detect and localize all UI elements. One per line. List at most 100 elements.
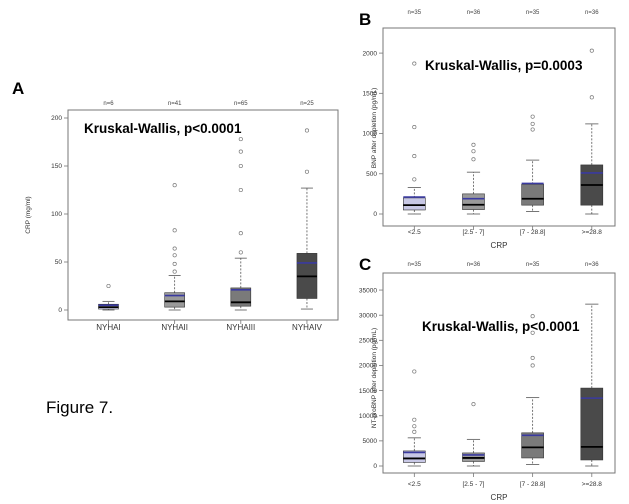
box: [403, 450, 426, 463]
n-label: n=25: [300, 101, 314, 107]
x-tick-label: [7 - 28.8]: [520, 229, 546, 236]
y-axis-label: BNP after depletion (pg/mL): [371, 88, 378, 168]
box: [462, 193, 485, 210]
outlier-point: [238, 163, 243, 169]
plot-frame: [382, 272, 616, 474]
y-tick-label: 20000: [359, 363, 377, 370]
outlier-point: [530, 355, 535, 360]
n-label: n=65: [234, 101, 248, 107]
outlier-point: [238, 137, 243, 142]
outlier-point: [172, 183, 177, 188]
outlier-point: [412, 61, 417, 66]
n-label: n=36: [585, 10, 599, 16]
test-annotation: Kruskal-Wallis, p<0.0001: [84, 121, 242, 136]
chart-panel-b: 0 500 1000 1500 2000 BNP after depletion (pg/…: [363, 10, 616, 250]
outlier-point: [589, 95, 594, 100]
n-label: n=35: [526, 10, 540, 16]
y-tick-label: 0: [373, 463, 377, 470]
x-tick-label: NYHAII: [161, 323, 188, 332]
outlier-point: [471, 149, 476, 154]
n-label: n=36: [467, 10, 481, 16]
chart-panel-a: 0 50 100 150 200 CRP (mg/ml) Kruskal-Wallis, p…: [25, 101, 339, 332]
outlier-point: [412, 177, 417, 182]
y-tick-label: 1000: [363, 131, 378, 138]
panel-letter-a: A: [12, 79, 24, 98]
chart-panel-c: 0 5000 10000 15000 20000 25000 30000 35000 NT-pr…: [359, 262, 616, 502]
y-tick-label: 50: [55, 259, 63, 266]
y-tick-label: 25000: [359, 338, 377, 345]
box: [521, 183, 544, 206]
box: [403, 197, 426, 211]
outlier-point: [304, 128, 310, 133]
x-tick-label: [2.5 - 7]: [462, 229, 484, 236]
box: [580, 387, 604, 461]
y-axis-label: NT-proBNP after depletion (pg/mL): [371, 328, 378, 428]
test-annotation: Kruskal-Wallis, p<0.0001: [422, 319, 580, 334]
outlier-point: [530, 114, 535, 119]
outlier-point: [589, 48, 594, 53]
x-tick-label: NYHAIV: [292, 323, 322, 332]
x-tick-label: <2.5: [408, 481, 421, 488]
x-tick-label: [2.5 - 7]: [462, 481, 484, 488]
plot-frame: [382, 27, 616, 227]
y-tick-label: 10000: [359, 413, 377, 420]
box: [521, 432, 544, 459]
y-tick-label: 5000: [363, 438, 378, 445]
y-tick-label: 100: [51, 211, 62, 218]
n-label: n=36: [467, 262, 481, 268]
panel-letter-b: B: [359, 10, 371, 29]
y-tick-label: 1500: [363, 91, 378, 98]
outlier-point: [238, 250, 243, 255]
n-label: n=35: [526, 262, 540, 268]
n-label: n=41: [168, 101, 182, 107]
outlier-point: [530, 121, 535, 126]
y-tick-label: 0: [58, 307, 62, 314]
outlier-point: [412, 369, 417, 374]
y-tick-label: 500: [366, 171, 377, 178]
outlier-point: [238, 149, 243, 154]
outlier-point: [172, 246, 177, 251]
n-label: n=36: [585, 262, 599, 268]
x-tick-label: >=28.8: [582, 229, 603, 236]
outlier-point: [172, 253, 177, 258]
outlier-point: [238, 231, 243, 236]
x-axis-label: CRP: [491, 493, 508, 502]
outlier-point: [471, 142, 476, 147]
outlier-point: [172, 269, 177, 274]
outlier-point: [172, 261, 177, 266]
outlier-point: [471, 402, 476, 407]
outlier-point: [412, 424, 417, 429]
outlier-point: [530, 330, 535, 335]
outlier-point: [238, 187, 243, 193]
outlier-point: [530, 314, 535, 319]
outlier-point: [412, 125, 417, 130]
y-tick-label: 30000: [359, 312, 377, 319]
n-label: n=35: [408, 10, 422, 16]
y-axis-label: CRP (mg/ml): [25, 196, 32, 233]
y-tick-label: 2000: [363, 50, 378, 57]
y-tick-label: 15000: [359, 388, 377, 395]
x-axis-label: CRP: [491, 241, 508, 250]
plot-frame: [67, 109, 339, 321]
test-annotation: Kruskal-Wallis, p=0.0003: [425, 58, 583, 73]
y-tick-label: 0: [373, 211, 377, 218]
outlier-point: [106, 283, 111, 289]
x-tick-label: NYHAIII: [226, 323, 255, 332]
n-label: n=35: [408, 262, 422, 268]
outlier-point: [412, 417, 417, 422]
x-tick-label: <2.5: [408, 229, 421, 236]
y-tick-label: 150: [51, 163, 62, 170]
x-tick-label: NYHAI: [96, 323, 120, 332]
outlier-point: [530, 127, 535, 132]
outlier-point: [530, 363, 535, 368]
outlier-point: [471, 157, 476, 162]
x-tick-label: >=28.8: [582, 481, 603, 488]
y-tick-label: 35000: [359, 287, 377, 294]
outlier-point: [412, 429, 417, 434]
y-tick-label: 200: [51, 115, 62, 122]
x-tick-label: [7 - 28.8]: [520, 481, 546, 488]
outlier-point: [412, 154, 417, 159]
n-label: n=6: [103, 101, 114, 107]
box: [230, 287, 252, 307]
